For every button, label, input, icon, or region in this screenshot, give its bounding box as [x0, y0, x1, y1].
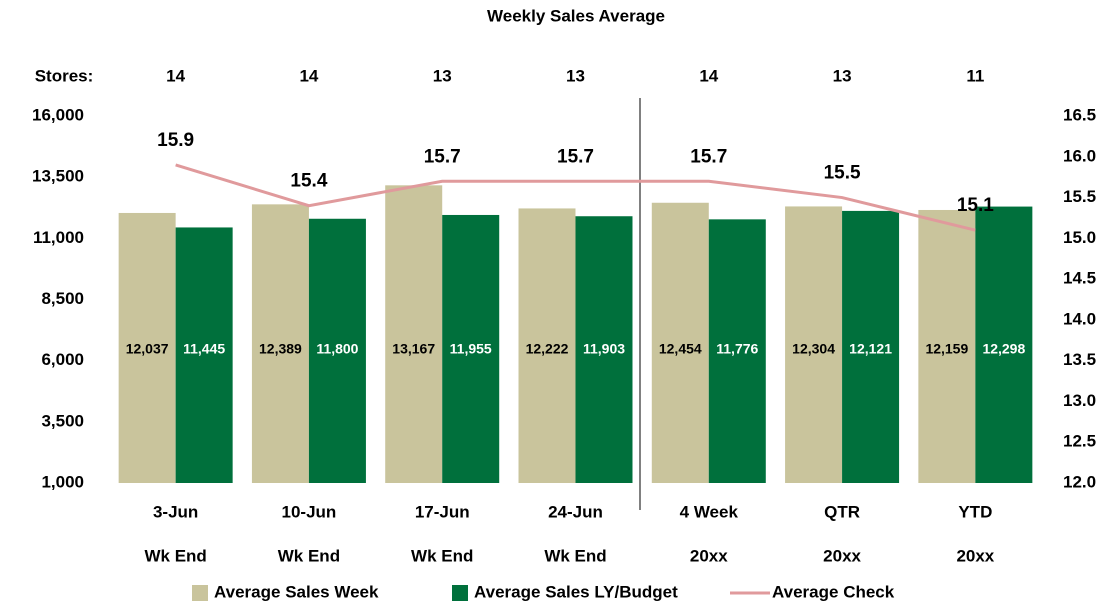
bar [651, 202, 709, 484]
bar [708, 219, 766, 483]
legend-label: Average Check [772, 582, 895, 601]
y2-tick-label: 16.0 [1063, 146, 1096, 165]
data-label: 12,454 [659, 341, 702, 357]
y2-tick-label: 15.5 [1063, 187, 1096, 206]
y-tick-label: 1,000 [41, 472, 84, 491]
x-sublabel: Wk End [411, 546, 473, 565]
line-label: 15.1 [957, 195, 994, 216]
store-count: 11 [966, 66, 984, 85]
x-tick-label: YTD [958, 502, 992, 521]
y2-tick-label: 14.5 [1063, 269, 1096, 288]
y2-tick-label: 13.5 [1063, 350, 1096, 369]
data-label: 12,304 [792, 341, 835, 357]
line-label: 15.5 [824, 163, 861, 184]
x-tick-label: 17-Jun [415, 502, 470, 521]
bar [118, 212, 176, 483]
bar [308, 218, 366, 483]
data-label: 12,222 [526, 341, 569, 357]
line-label: 15.4 [290, 171, 327, 192]
y-tick-label: 3,500 [41, 411, 84, 430]
legend-label: Average Sales Week [214, 582, 379, 601]
x-tick-label: QTR [824, 502, 860, 521]
store-count: 13 [433, 66, 452, 85]
y-tick-label: 11,000 [33, 228, 84, 247]
x-sublabel: 20xx [823, 546, 861, 565]
line-label: 15.7 [690, 146, 727, 167]
data-label: 11,445 [183, 341, 225, 357]
line-label: 15.7 [557, 146, 594, 167]
data-label: 11,800 [316, 341, 358, 357]
bar [785, 206, 843, 483]
chart-title: Weekly Sales Average [487, 6, 665, 25]
bar [385, 185, 443, 483]
store-count: 14 [166, 66, 185, 85]
legend-swatch [192, 585, 208, 601]
y-tick-label: 8,500 [41, 289, 84, 308]
data-label: 12,389 [259, 341, 302, 357]
line-label: 15.7 [424, 146, 461, 167]
bar [251, 204, 309, 484]
y2-tick-label: 12.0 [1063, 472, 1096, 491]
legend-label: Average Sales LY/Budget [474, 582, 678, 601]
bar [575, 216, 633, 483]
data-label: 11,903 [583, 341, 625, 357]
y2-tick-label: 13.0 [1063, 391, 1096, 410]
data-label: 12,159 [925, 341, 968, 357]
store-count: 14 [699, 66, 718, 85]
legend-swatch [452, 585, 468, 601]
data-label: 13,167 [392, 341, 435, 357]
store-count: 13 [566, 66, 585, 85]
data-label: 12,121 [849, 341, 892, 357]
y-tick-label: 16,000 [32, 105, 84, 124]
stores-label: Stores: [35, 66, 94, 85]
data-label: 12,298 [982, 341, 1025, 357]
y2-tick-label: 15.0 [1063, 228, 1096, 247]
x-sublabel: Wk End [544, 546, 606, 565]
data-label: 12,037 [126, 341, 169, 357]
data-label: 11,955 [450, 341, 492, 357]
x-sublabel: 20xx [690, 546, 728, 565]
x-sublabel: Wk End [144, 546, 206, 565]
x-sublabel: 20xx [956, 546, 994, 565]
bar [842, 210, 900, 484]
x-sublabel: Wk End [278, 546, 340, 565]
line-label: 15.9 [157, 130, 194, 151]
y2-tick-label: 14.0 [1063, 309, 1096, 328]
x-tick-label: 3-Jun [153, 502, 198, 521]
y2-tick-label: 16.5 [1063, 105, 1096, 124]
store-count: 13 [833, 66, 852, 85]
data-label: 11,776 [716, 341, 758, 357]
bar [975, 206, 1033, 483]
bar [918, 209, 976, 483]
bar [442, 214, 500, 484]
x-tick-label: 10-Jun [282, 502, 337, 521]
bar [518, 208, 576, 484]
x-tick-label: 4 Week [680, 502, 739, 521]
y-tick-label: 13,500 [32, 167, 84, 186]
y2-tick-label: 12.5 [1063, 432, 1096, 451]
store-count: 14 [299, 66, 318, 85]
line [175, 163, 976, 232]
x-tick-label: 24-Jun [548, 502, 603, 521]
y-tick-label: 6,000 [41, 350, 84, 369]
bar [175, 227, 233, 483]
